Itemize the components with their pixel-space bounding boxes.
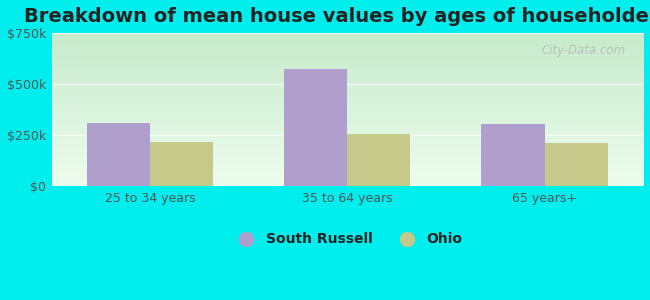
Legend: South Russell, Ohio: South Russell, Ohio <box>227 227 468 252</box>
Bar <box>87 123 150 186</box>
Text: City-Data.com: City-Data.com <box>541 44 625 57</box>
Bar <box>347 134 411 186</box>
Bar <box>150 142 213 186</box>
Bar <box>482 124 545 186</box>
Title: Breakdown of mean house values by ages of householders: Breakdown of mean house values by ages o… <box>25 7 650 26</box>
Bar <box>545 143 608 186</box>
Bar <box>284 69 347 186</box>
